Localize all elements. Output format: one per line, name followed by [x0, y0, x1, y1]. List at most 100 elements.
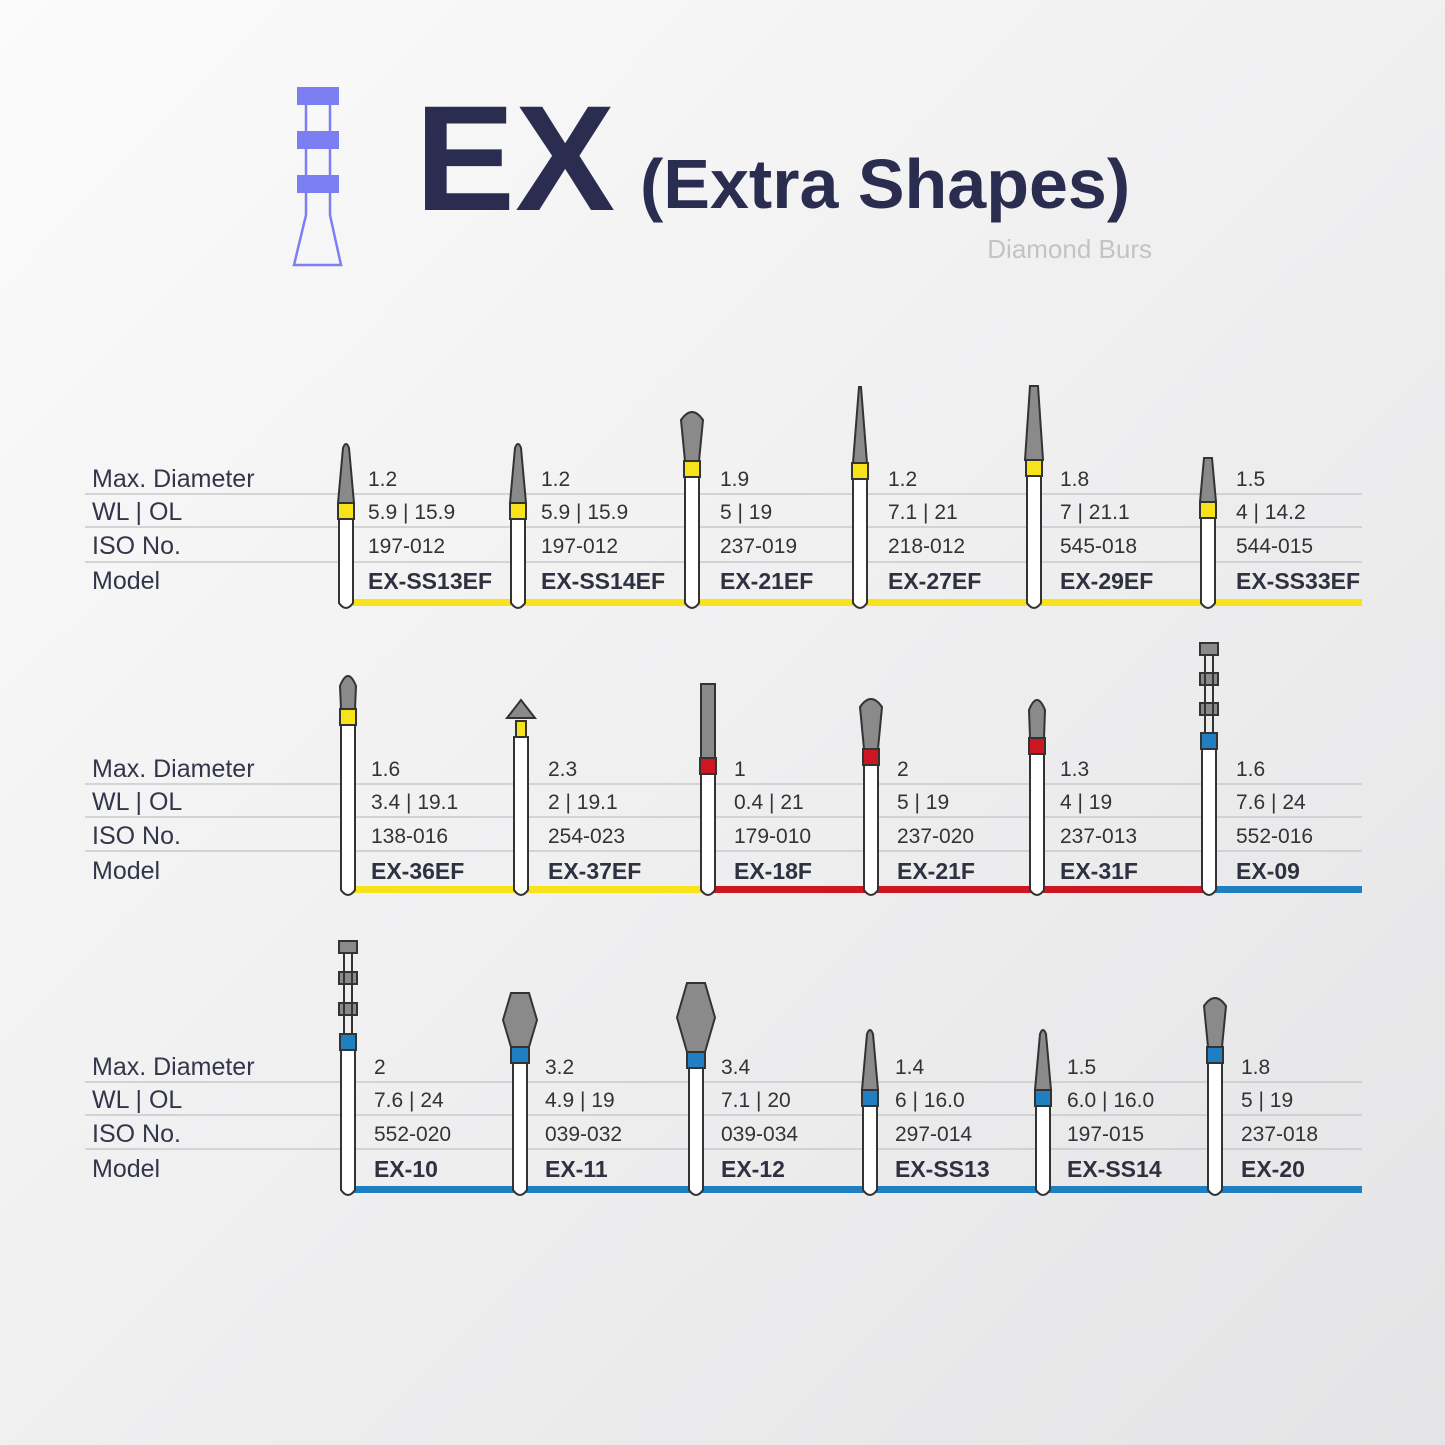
- bur-band: [851, 462, 869, 480]
- item-diameter: 2.3: [548, 758, 577, 781]
- bur-head: [858, 698, 884, 750]
- bur-head: [1027, 699, 1047, 739]
- item-iso: 039-034: [721, 1123, 798, 1146]
- item-diameter: 1: [734, 758, 746, 781]
- item-wl-ol: 2 | 19.1: [548, 791, 618, 814]
- item-wl-ol: 3.4 | 19.1: [371, 791, 458, 814]
- item-wl-ol: 5.9 | 15.9: [368, 501, 455, 524]
- color-baseline: [518, 599, 692, 606]
- item-iso: 179-010: [734, 825, 811, 848]
- bur-head: [1199, 672, 1219, 686]
- bur-head: [700, 683, 716, 759]
- bur-band: [339, 708, 357, 726]
- bur-neck: [1204, 655, 1214, 733]
- bur-shank: [1035, 1105, 1051, 1196]
- color-baseline: [692, 599, 860, 606]
- item-diameter: 1.6: [371, 758, 400, 781]
- bur-head: [1033, 1029, 1053, 1091]
- color-baseline: [1037, 886, 1209, 893]
- item-model: EX-12: [721, 1156, 785, 1182]
- item-diameter: 1.3: [1060, 758, 1089, 781]
- bur-head: [338, 675, 358, 710]
- bur: [501, 992, 539, 1196]
- bur: [699, 683, 717, 896]
- item-iso: 552-020: [374, 1123, 451, 1146]
- bur-head: [1199, 702, 1219, 716]
- bur-band: [1028, 737, 1046, 755]
- item-wl-ol: 7 | 21.1: [1060, 501, 1130, 524]
- item-model: EX-21F: [897, 858, 975, 884]
- bur-head: [338, 940, 358, 954]
- item-wl-ol: 7.1 | 21: [888, 501, 958, 524]
- subtitle: (Extra Shapes): [640, 145, 1130, 223]
- bur: [860, 1029, 880, 1196]
- bur-head: [336, 443, 356, 504]
- bur: [1023, 385, 1045, 609]
- item-diameter: 1.4: [895, 1056, 925, 1079]
- bur-band: [510, 1046, 530, 1064]
- bur-head: [504, 698, 538, 719]
- bur: [1199, 642, 1219, 896]
- item-iso: 197-012: [541, 535, 618, 558]
- row-label: ISO No.: [92, 822, 181, 850]
- item-iso: 197-012: [368, 535, 445, 558]
- row-label: Model: [92, 1155, 160, 1183]
- item-iso: 237-019: [720, 535, 797, 558]
- bur: [336, 443, 356, 609]
- item-wl-ol: 7.6 | 24: [374, 1089, 444, 1112]
- row-label: Max. Diameter: [92, 755, 255, 783]
- color-baseline: [860, 599, 1034, 606]
- item-diameter: 1.5: [1236, 468, 1265, 491]
- title: EX: [415, 74, 615, 242]
- bur-band: [1199, 501, 1217, 519]
- item-model: EX-37EF: [548, 858, 641, 884]
- bur-shank: [340, 1049, 356, 1196]
- item-diameter: 1.5: [1067, 1056, 1096, 1079]
- item-model: EX-31F: [1060, 858, 1138, 884]
- item-model: EX-SS13EF: [368, 568, 492, 594]
- item-iso: 237-020: [897, 825, 974, 848]
- bur-shank: [1029, 753, 1045, 896]
- item-model: EX-10: [374, 1156, 438, 1182]
- item-model: EX-27EF: [888, 568, 981, 594]
- bur-band: [1206, 1046, 1224, 1064]
- bur-head: [1202, 997, 1228, 1048]
- bur: [851, 386, 869, 609]
- bur-shank: [863, 764, 879, 896]
- item-iso: 138-016: [371, 825, 448, 848]
- item-model: EX-09: [1236, 858, 1300, 884]
- item-model: EX-SS14: [1067, 1156, 1162, 1182]
- item-iso: 552-016: [1236, 825, 1313, 848]
- bur-shank: [700, 773, 716, 896]
- bur-shank: [340, 724, 356, 896]
- row-label: ISO No.: [92, 532, 181, 560]
- bur: [1198, 457, 1218, 609]
- item-model: EX-18F: [734, 858, 812, 884]
- item-model: EX-SS13: [895, 1156, 990, 1182]
- color-baseline: [1208, 599, 1362, 606]
- item-iso: 039-032: [545, 1123, 622, 1146]
- bur-head: [860, 1029, 880, 1091]
- color-baseline: [1034, 599, 1208, 606]
- bur-shank: [852, 478, 868, 609]
- color-baseline: [696, 1186, 870, 1193]
- bur-shank: [338, 518, 354, 609]
- bur-band: [515, 720, 527, 738]
- bur-head: [1198, 457, 1218, 503]
- bur-band: [1200, 732, 1218, 750]
- item-model: EX-36EF: [371, 858, 464, 884]
- item-diameter: 2: [374, 1056, 386, 1079]
- item-wl-ol: 5.9 | 15.9: [541, 501, 628, 524]
- color-baseline: [1209, 886, 1362, 893]
- item-iso: 544-015: [1236, 535, 1313, 558]
- bur-band: [686, 1051, 706, 1069]
- item-diameter: 3.2: [545, 1056, 574, 1079]
- bur-head: [508, 443, 528, 504]
- bur-band: [509, 502, 527, 520]
- bur-band: [861, 1089, 879, 1107]
- item-wl-ol: 0.4 | 21: [734, 791, 804, 814]
- logo-icon: [292, 87, 343, 267]
- item-diameter: 1.8: [1060, 468, 1089, 491]
- row-label: Model: [92, 857, 160, 885]
